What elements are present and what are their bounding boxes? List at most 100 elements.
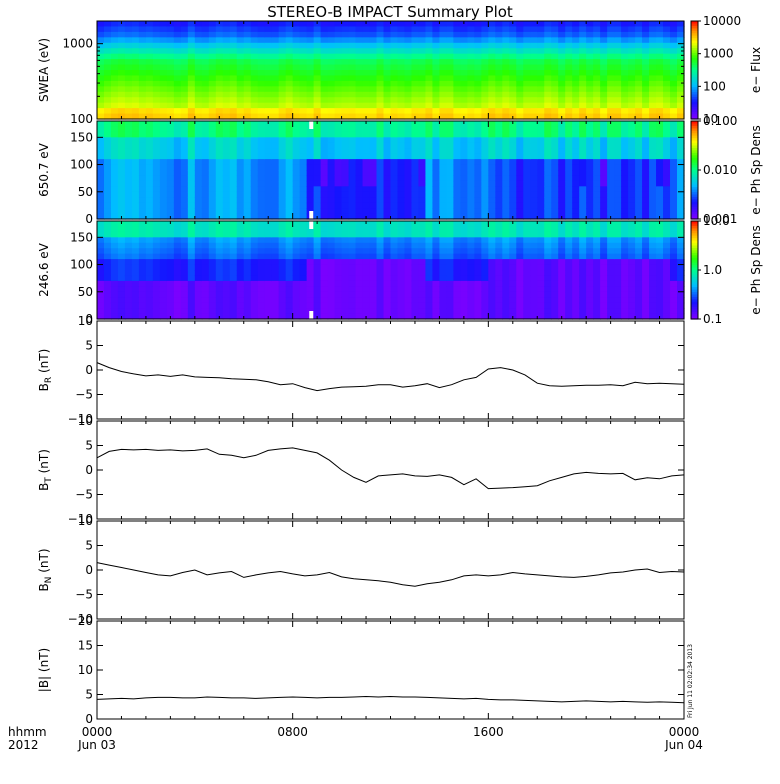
heatmap-cell xyxy=(502,86,510,92)
heatmap-cell xyxy=(286,308,294,314)
heatmap-cell xyxy=(411,86,419,92)
heatmap-cell xyxy=(593,43,601,49)
heatmap-cell xyxy=(202,59,210,65)
heatmap-cell xyxy=(391,132,399,138)
heatmap-cell xyxy=(649,254,657,260)
heatmap-cell xyxy=(363,48,371,54)
heatmap-cell xyxy=(411,237,419,243)
heatmap-cell xyxy=(286,137,294,143)
heatmap-cell xyxy=(335,65,343,71)
heatmap-cell xyxy=(467,75,475,81)
heatmap-cell xyxy=(174,308,182,314)
heatmap-cell xyxy=(181,303,189,309)
heatmap-cell xyxy=(446,97,454,103)
heatmap-cell xyxy=(377,175,385,181)
heatmap-cell xyxy=(363,275,371,281)
heatmap-cell xyxy=(558,170,566,176)
heatmap-cell xyxy=(314,65,322,71)
heatmap-cell xyxy=(432,159,440,165)
heatmap-cell xyxy=(349,103,357,109)
heatmap-cell xyxy=(677,197,685,203)
heatmap-cell xyxy=(160,126,168,132)
heatmap-cell xyxy=(579,92,587,98)
heatmap-cell xyxy=(209,192,217,198)
heatmap-cell xyxy=(153,254,161,260)
heatmap-cell xyxy=(614,92,622,98)
heatmap-cell xyxy=(384,165,392,171)
heatmap-cell xyxy=(153,137,161,143)
heatmap-cell xyxy=(593,48,601,54)
heatmap-cell xyxy=(481,254,489,260)
heatmap-cell xyxy=(460,86,468,92)
heatmap-cell xyxy=(167,292,175,298)
heatmap-cell xyxy=(411,97,419,103)
heatmap-cell xyxy=(328,208,336,214)
heatmap-cell xyxy=(314,203,322,209)
heatmap-cell xyxy=(537,43,545,49)
heatmap-cell xyxy=(460,197,468,203)
heatmap-cell xyxy=(230,32,238,38)
heatmap-cell xyxy=(502,75,510,81)
heatmap-cell xyxy=(146,26,154,32)
heatmap-cell xyxy=(314,303,322,309)
heatmap-cell xyxy=(391,259,399,265)
heatmap-cell xyxy=(342,43,350,49)
heatmap-cell xyxy=(586,265,594,271)
heatmap-cell xyxy=(328,297,336,303)
heatmap-cell xyxy=(642,143,650,149)
heatmap-cell xyxy=(314,270,322,276)
heatmap-cell xyxy=(293,26,301,32)
heatmap-cell xyxy=(460,275,468,281)
heatmap-cell xyxy=(551,265,559,271)
heatmap-cell xyxy=(495,203,503,209)
heatmap-cell xyxy=(453,81,461,87)
heatmap-cell xyxy=(111,192,119,198)
heatmap-cell xyxy=(377,103,385,109)
heatmap-cell xyxy=(649,70,657,76)
heatmap-cell xyxy=(125,165,133,171)
heatmap-cell xyxy=(453,221,461,227)
heatmap-cell xyxy=(230,154,238,160)
heatmap-cell xyxy=(593,108,601,114)
heatmap-cell xyxy=(174,270,182,276)
heatmap-cell xyxy=(321,59,329,65)
heatmap-cell xyxy=(656,165,664,171)
heatmap-cell xyxy=(384,48,392,54)
heatmap-cell xyxy=(677,148,685,154)
heatmap-cell xyxy=(328,154,336,160)
heatmap-cell xyxy=(572,48,580,54)
heatmap-cell xyxy=(593,308,601,314)
heatmap-cell xyxy=(209,297,217,303)
heatmap-cell xyxy=(286,192,294,198)
heatmap-cell xyxy=(628,86,636,92)
heatmap-cell xyxy=(502,154,510,160)
heatmap-cell xyxy=(188,81,196,87)
heatmap-cell xyxy=(628,21,636,27)
heatmap-cell xyxy=(335,148,343,154)
heatmap-cell xyxy=(328,132,336,138)
heatmap-cell xyxy=(607,270,615,276)
heatmap-cell xyxy=(202,281,210,287)
heatmap-cell xyxy=(411,286,419,292)
heatmap-cell xyxy=(558,292,566,298)
heatmap-cell xyxy=(558,208,566,214)
heatmap-cell xyxy=(377,59,385,65)
heatmap-cell xyxy=(439,65,447,71)
heatmap-cell xyxy=(181,132,189,138)
heatmap-cell xyxy=(481,286,489,292)
heatmap-cell xyxy=(572,70,580,76)
heatmap-cell xyxy=(146,70,154,76)
heatmap-cell xyxy=(425,121,433,127)
heatmap-cell xyxy=(614,265,622,271)
heatmap-cell xyxy=(223,221,231,227)
heatmap-cell xyxy=(453,48,461,54)
heatmap-cell xyxy=(328,186,336,192)
heatmap-cell xyxy=(460,186,468,192)
heatmap-cell xyxy=(621,65,629,71)
heatmap-cell xyxy=(342,137,350,143)
heatmap-cell xyxy=(363,292,371,298)
heatmap-cell xyxy=(251,126,259,132)
heatmap-cell xyxy=(286,75,294,81)
heatmap-cell xyxy=(195,54,203,60)
heatmap-cell xyxy=(600,97,608,103)
